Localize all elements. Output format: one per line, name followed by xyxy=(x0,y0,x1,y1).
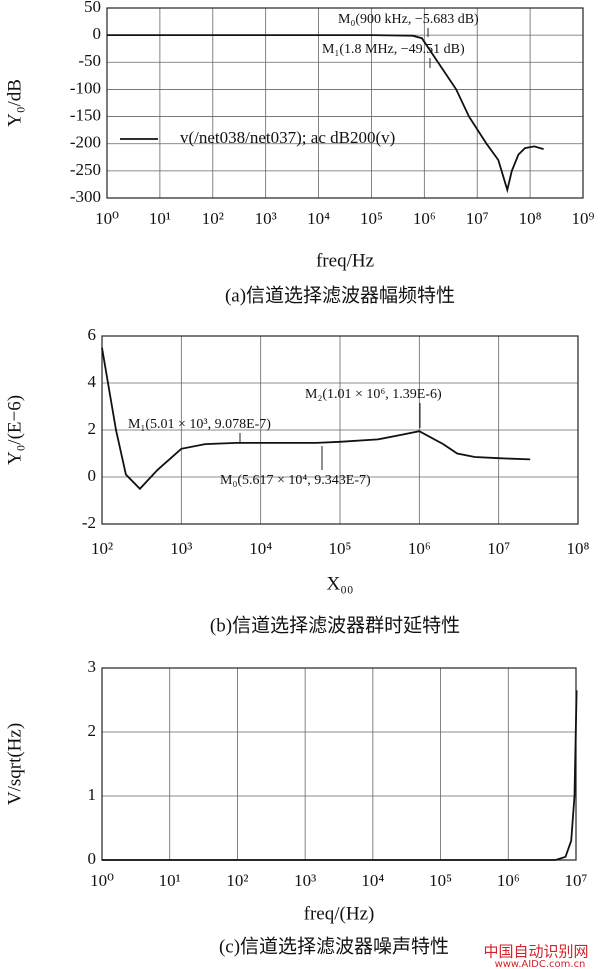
x-tick-label: 10⁶ xyxy=(413,209,436,228)
x-tick-label: 10⁶ xyxy=(497,871,520,890)
annotation: M₁(1.8 MHz, −49.51 dB) xyxy=(322,42,465,57)
x-tick-label: 10³ xyxy=(294,871,316,890)
x-tick-label: 10⁴ xyxy=(361,871,384,890)
y-tick-label: 2 xyxy=(88,721,97,740)
x-tick-label: 10⁴ xyxy=(249,539,272,558)
x-axis-label: X₀₀ xyxy=(327,573,354,594)
y-tick-label: -2 xyxy=(82,513,96,532)
watermark-url: www.AIDC.com.cn xyxy=(495,959,586,969)
x-tick-label: 10⁸ xyxy=(567,539,590,558)
y-tick-label: -150 xyxy=(70,105,101,124)
y-axis-label: Y₀/(E−6) xyxy=(4,395,25,465)
y-axis-label: Y₀/dB xyxy=(4,79,25,127)
annotation: M₀(5.617 × 10⁴, 9.343E-7) xyxy=(220,473,371,488)
y-tick-label: 0 xyxy=(88,466,97,485)
x-tick-label: 10⁷ xyxy=(466,209,489,228)
x-tick-label: 10⁸ xyxy=(519,209,542,228)
x-tick-label: 10⁴ xyxy=(307,209,330,228)
y-tick-label: -100 xyxy=(70,78,101,97)
data-line xyxy=(101,347,531,491)
y-tick-label: -250 xyxy=(70,160,101,179)
y-axis-label: V/sqrt(Hz) xyxy=(4,723,25,805)
chart-caption: (a)信道选择滤波器幅频特性 xyxy=(225,284,455,306)
x-tick-label: 10⁹ xyxy=(572,209,595,228)
plot-frame xyxy=(101,335,579,525)
x-tick-label: 10⁷ xyxy=(565,871,588,890)
chart-caption: (b)信道选择滤波器群时延特性 xyxy=(210,614,460,636)
x-tick-label: 10¹ xyxy=(149,209,171,228)
x-tick-label: 10³ xyxy=(170,539,192,558)
x-tick-label: 10⁵ xyxy=(429,871,452,890)
annotation: M₁(5.01 × 10³, 9.078E-7) xyxy=(128,417,271,432)
annotation: M₀(900 kHz, −5.683 dB) xyxy=(338,12,479,27)
y-tick-label: 3 xyxy=(88,657,97,676)
y-tick-label: 4 xyxy=(88,372,97,391)
y-tick-label: -200 xyxy=(70,133,101,152)
x-tick-label: 10⁶ xyxy=(408,539,431,558)
data-line xyxy=(102,690,578,861)
y-tick-label: 1 xyxy=(88,785,97,804)
y-tick-label: 2 xyxy=(88,419,97,438)
y-tick-label: 0 xyxy=(93,24,102,43)
plot-frame xyxy=(106,7,584,199)
x-tick-label: 10⁰ xyxy=(95,209,119,228)
legend-label: v(/net038/net037); ac dB200(v) xyxy=(180,128,395,147)
watermark: 中国自动识别网 xyxy=(483,943,588,961)
x-tick-label: 10⁰ xyxy=(90,871,114,890)
x-tick-label: 10⁵ xyxy=(329,539,352,558)
x-tick-label: 10¹ xyxy=(159,871,181,890)
x-tick-label: 10² xyxy=(202,209,224,228)
y-tick-label: -300 xyxy=(70,187,101,206)
chart-caption: (c)信道选择滤波器噪声特性 xyxy=(219,935,449,957)
plot-frame xyxy=(101,667,577,861)
annotation: M₂(1.01 × 10⁶, 1.39E-6) xyxy=(305,387,442,402)
data-line xyxy=(107,34,544,194)
y-tick-label: 6 xyxy=(88,325,97,344)
y-tick-label: 50 xyxy=(84,0,101,16)
y-tick-label: 0 xyxy=(88,849,97,868)
x-tick-label: 10⁷ xyxy=(487,539,510,558)
x-axis-label: freq/Hz xyxy=(316,250,374,271)
x-tick-label: 10³ xyxy=(255,209,277,228)
x-tick-label: 10² xyxy=(226,871,248,890)
x-axis-label: freq/(Hz) xyxy=(304,903,375,924)
x-tick-label: 10⁵ xyxy=(360,209,383,228)
x-tick-label: 10² xyxy=(91,539,113,558)
y-tick-label: -50 xyxy=(78,51,101,70)
